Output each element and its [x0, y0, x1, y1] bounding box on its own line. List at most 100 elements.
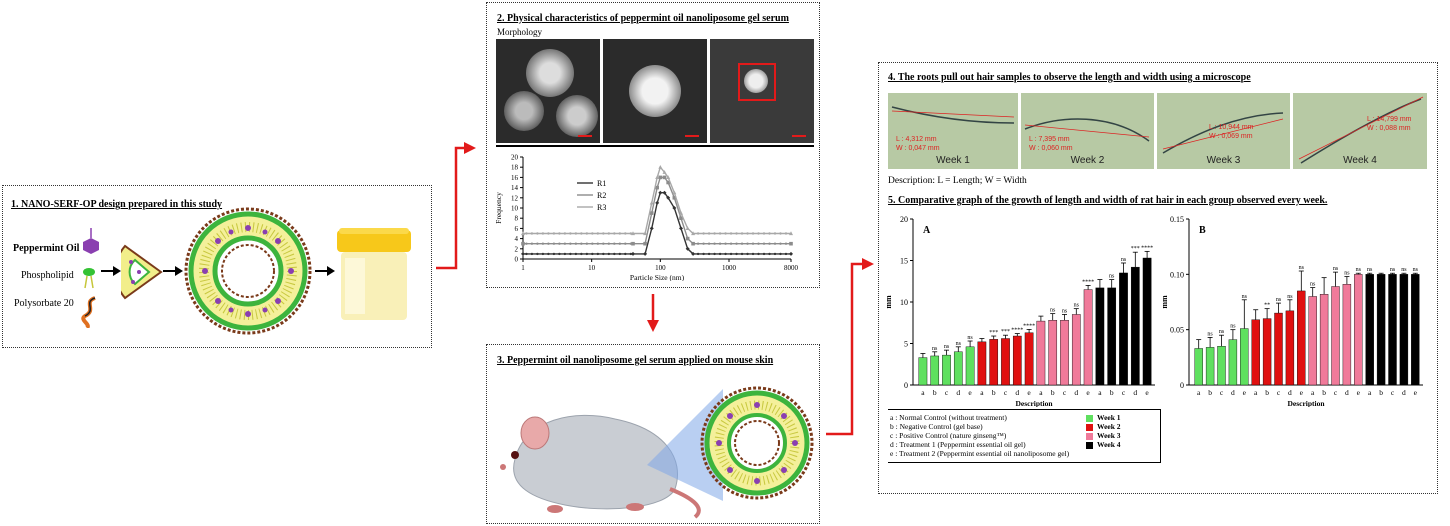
baseline-marker	[591, 232, 594, 235]
week-label-2: Week 2	[1070, 155, 1105, 166]
baseline-marker	[729, 232, 733, 235]
liposome-zoom-icon	[700, 386, 814, 500]
x-tick-label: e	[1357, 388, 1361, 397]
baseline-marker	[602, 242, 605, 245]
baseline-marker	[779, 252, 782, 256]
x-tick-label: a	[921, 388, 925, 397]
y-tick-label: 4	[515, 235, 519, 243]
legend-swatch-week-1	[1086, 414, 1093, 422]
week-label-3: Week 3	[1206, 155, 1241, 166]
x-tick-label: 1000	[722, 264, 737, 272]
legend-swatch-week-4	[1086, 441, 1093, 449]
flow-arrow-red-down	[647, 294, 659, 332]
baseline-marker	[713, 232, 716, 235]
baseline-marker	[618, 242, 622, 245]
baseline-marker	[724, 232, 727, 235]
baseline-marker	[768, 232, 771, 235]
baseline-marker	[541, 232, 545, 235]
y-tick-label: 15	[900, 257, 908, 266]
baseline-marker	[552, 242, 556, 245]
legend-swatch-week-3	[1086, 432, 1093, 440]
bar	[1399, 274, 1409, 386]
tem-image-3	[710, 39, 814, 143]
legend-week-2-label: Week 2	[1097, 422, 1121, 431]
significance-label: ****	[1011, 328, 1023, 334]
significance-label: ns	[1356, 267, 1362, 273]
significance-label: ns	[1367, 267, 1373, 273]
baseline-marker	[702, 232, 705, 235]
baseline-marker	[541, 252, 545, 256]
significance-label: ns	[1287, 294, 1293, 300]
panel-physical-characteristics: 2. Physical characteristics of peppermin…	[486, 2, 820, 288]
baseline-marker	[751, 232, 755, 235]
data-point	[672, 196, 677, 200]
bar	[1365, 274, 1374, 386]
bar	[1319, 294, 1329, 386]
baseline-marker	[525, 252, 528, 256]
baseline-marker	[713, 252, 716, 256]
bar	[1274, 312, 1283, 386]
y-tick-label: 6	[515, 225, 519, 233]
width-bar-chart: 0 0.05 0.10 0.15 Bmm Description a ns b ns c ns d ns e…	[1160, 215, 1423, 407]
data-point	[691, 251, 696, 256]
data-point	[691, 231, 696, 236]
significance-label: ns	[1242, 294, 1248, 300]
bar	[1240, 328, 1249, 386]
legend-group-c: c : Positive Control (nature ginseng™)	[890, 431, 1007, 440]
data-point	[643, 251, 648, 256]
significance-label: ns	[1230, 324, 1236, 330]
baseline-marker	[746, 232, 749, 235]
bar	[1083, 289, 1093, 386]
data-point	[672, 190, 677, 195]
baseline-marker	[713, 242, 716, 245]
arrow-icon	[163, 266, 183, 276]
legend-group-e: e : Treatment 2 (Peppermint essential oi…	[890, 449, 1070, 458]
panel4-title: 4. The roots pull out hair samples to ob…	[888, 72, 1251, 83]
baseline-marker	[751, 252, 755, 256]
panel-applied-on-skin: 3. Peppermint oil nanoliposome gel serum…	[486, 344, 820, 524]
legend-group-d: d : Treatment 1 (Peppermint essential oi…	[890, 440, 1026, 449]
bar	[1388, 274, 1397, 386]
data-point	[643, 231, 648, 236]
baseline-marker	[624, 242, 627, 245]
data-point	[655, 175, 660, 179]
data-point	[643, 241, 647, 246]
data-point	[658, 190, 663, 195]
baseline-marker	[746, 252, 749, 256]
gel-jar-icon	[337, 228, 411, 320]
arrow-icon	[101, 266, 121, 276]
baseline-marker	[580, 232, 583, 235]
y-tick-label: 0.10	[1170, 270, 1184, 279]
x-tick-label: 1	[521, 264, 525, 272]
data-point	[666, 195, 671, 200]
y-tick-label: 20	[511, 154, 519, 162]
legend-swatch-week-2	[1086, 423, 1093, 431]
legend-box: a : Normal Control (without treatment) b…	[888, 409, 1161, 463]
legend-week-1: Week 1	[1086, 413, 1121, 422]
y-tick-label: 5	[904, 340, 908, 349]
baseline-marker	[536, 242, 539, 245]
bar	[1285, 310, 1295, 386]
baseline-marker	[552, 232, 556, 235]
baseline-marker	[602, 252, 605, 256]
data-point	[789, 231, 793, 236]
mouse-illustration	[500, 414, 701, 519]
baseline-marker	[768, 242, 771, 245]
baseline-marker	[569, 242, 572, 245]
x-tick-label: c	[1004, 388, 1008, 397]
data-point	[662, 175, 667, 180]
baseline-marker	[629, 232, 633, 235]
bar	[1012, 335, 1022, 386]
divider	[496, 145, 814, 147]
y-tick-label: 0.05	[1170, 326, 1184, 335]
bar	[1262, 318, 1272, 386]
baseline-marker	[740, 232, 744, 235]
baseline-marker	[591, 252, 594, 256]
baseline-marker	[563, 252, 567, 256]
baseline-marker	[735, 252, 738, 256]
tem-image-1	[496, 39, 600, 143]
x-tick-label: c	[1334, 388, 1338, 397]
baseline-marker	[558, 252, 561, 256]
hair-image-week-1: L : 4,312 mm W : 0,047 mm Week 1	[888, 93, 1018, 169]
data-point	[631, 251, 636, 256]
